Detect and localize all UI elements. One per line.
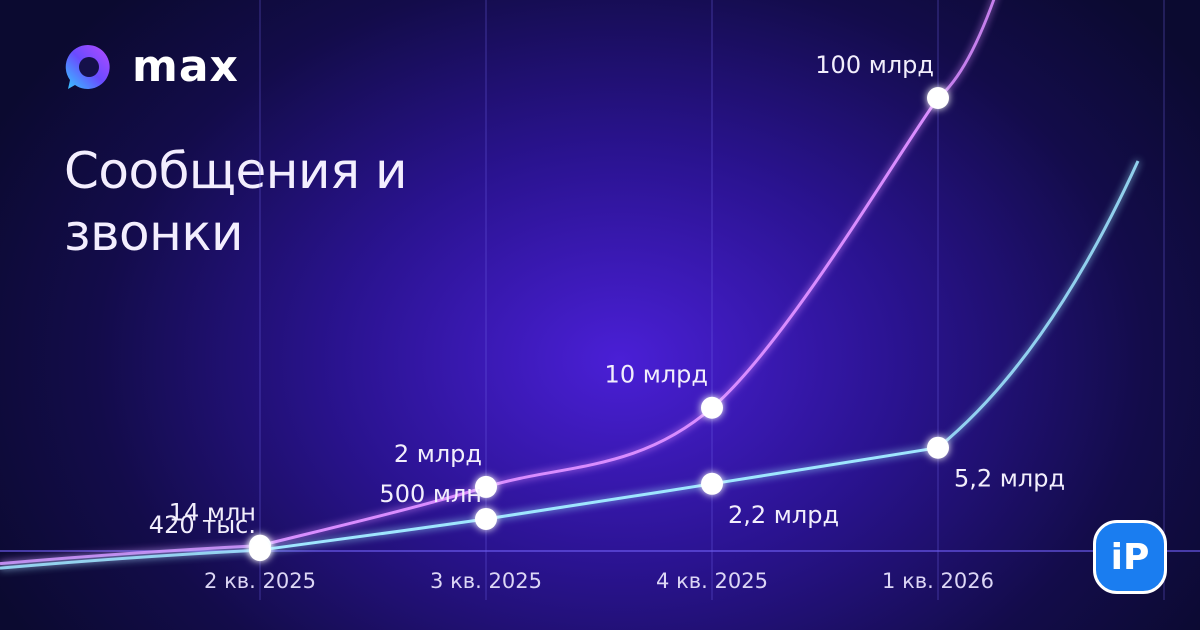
data-label: 14 млн (169, 499, 256, 527)
data-point (475, 475, 497, 498)
curve-extension (937, 0, 996, 100)
data-point (701, 472, 723, 495)
curve-extension (0, 544, 261, 566)
x-tick-label: 4 кв. 2025 (656, 569, 768, 593)
data-point (249, 539, 271, 562)
brand-logo (65, 44, 110, 89)
data-label: 100 млрд (815, 51, 934, 79)
series-line (259, 97, 940, 548)
x-tick-label: 3 кв. 2025 (430, 569, 542, 593)
x-tick-label: 2 кв. 2025 (204, 569, 316, 593)
data-point (701, 396, 723, 419)
brand: max (132, 41, 239, 92)
data-point (475, 507, 497, 530)
data-label: 10 млрд (605, 361, 708, 389)
data-label: 5,2 млрд (954, 465, 1065, 493)
data-point (927, 436, 949, 459)
x-tick-label: 1 кв. 2026 (882, 569, 994, 593)
data-label: 500 млн (379, 480, 482, 508)
chart-title: Сообщения и звонки (64, 142, 407, 262)
data-label: 2 млрд (394, 440, 482, 468)
series-line (259, 446, 939, 552)
curve-extension (0, 548, 261, 570)
watermark: iP (1093, 520, 1167, 594)
data-label: 2,2 млрд (728, 501, 839, 529)
data-label: 420 тыс. (149, 511, 256, 539)
data-point (927, 87, 949, 109)
curve-extension (937, 160, 1140, 449)
